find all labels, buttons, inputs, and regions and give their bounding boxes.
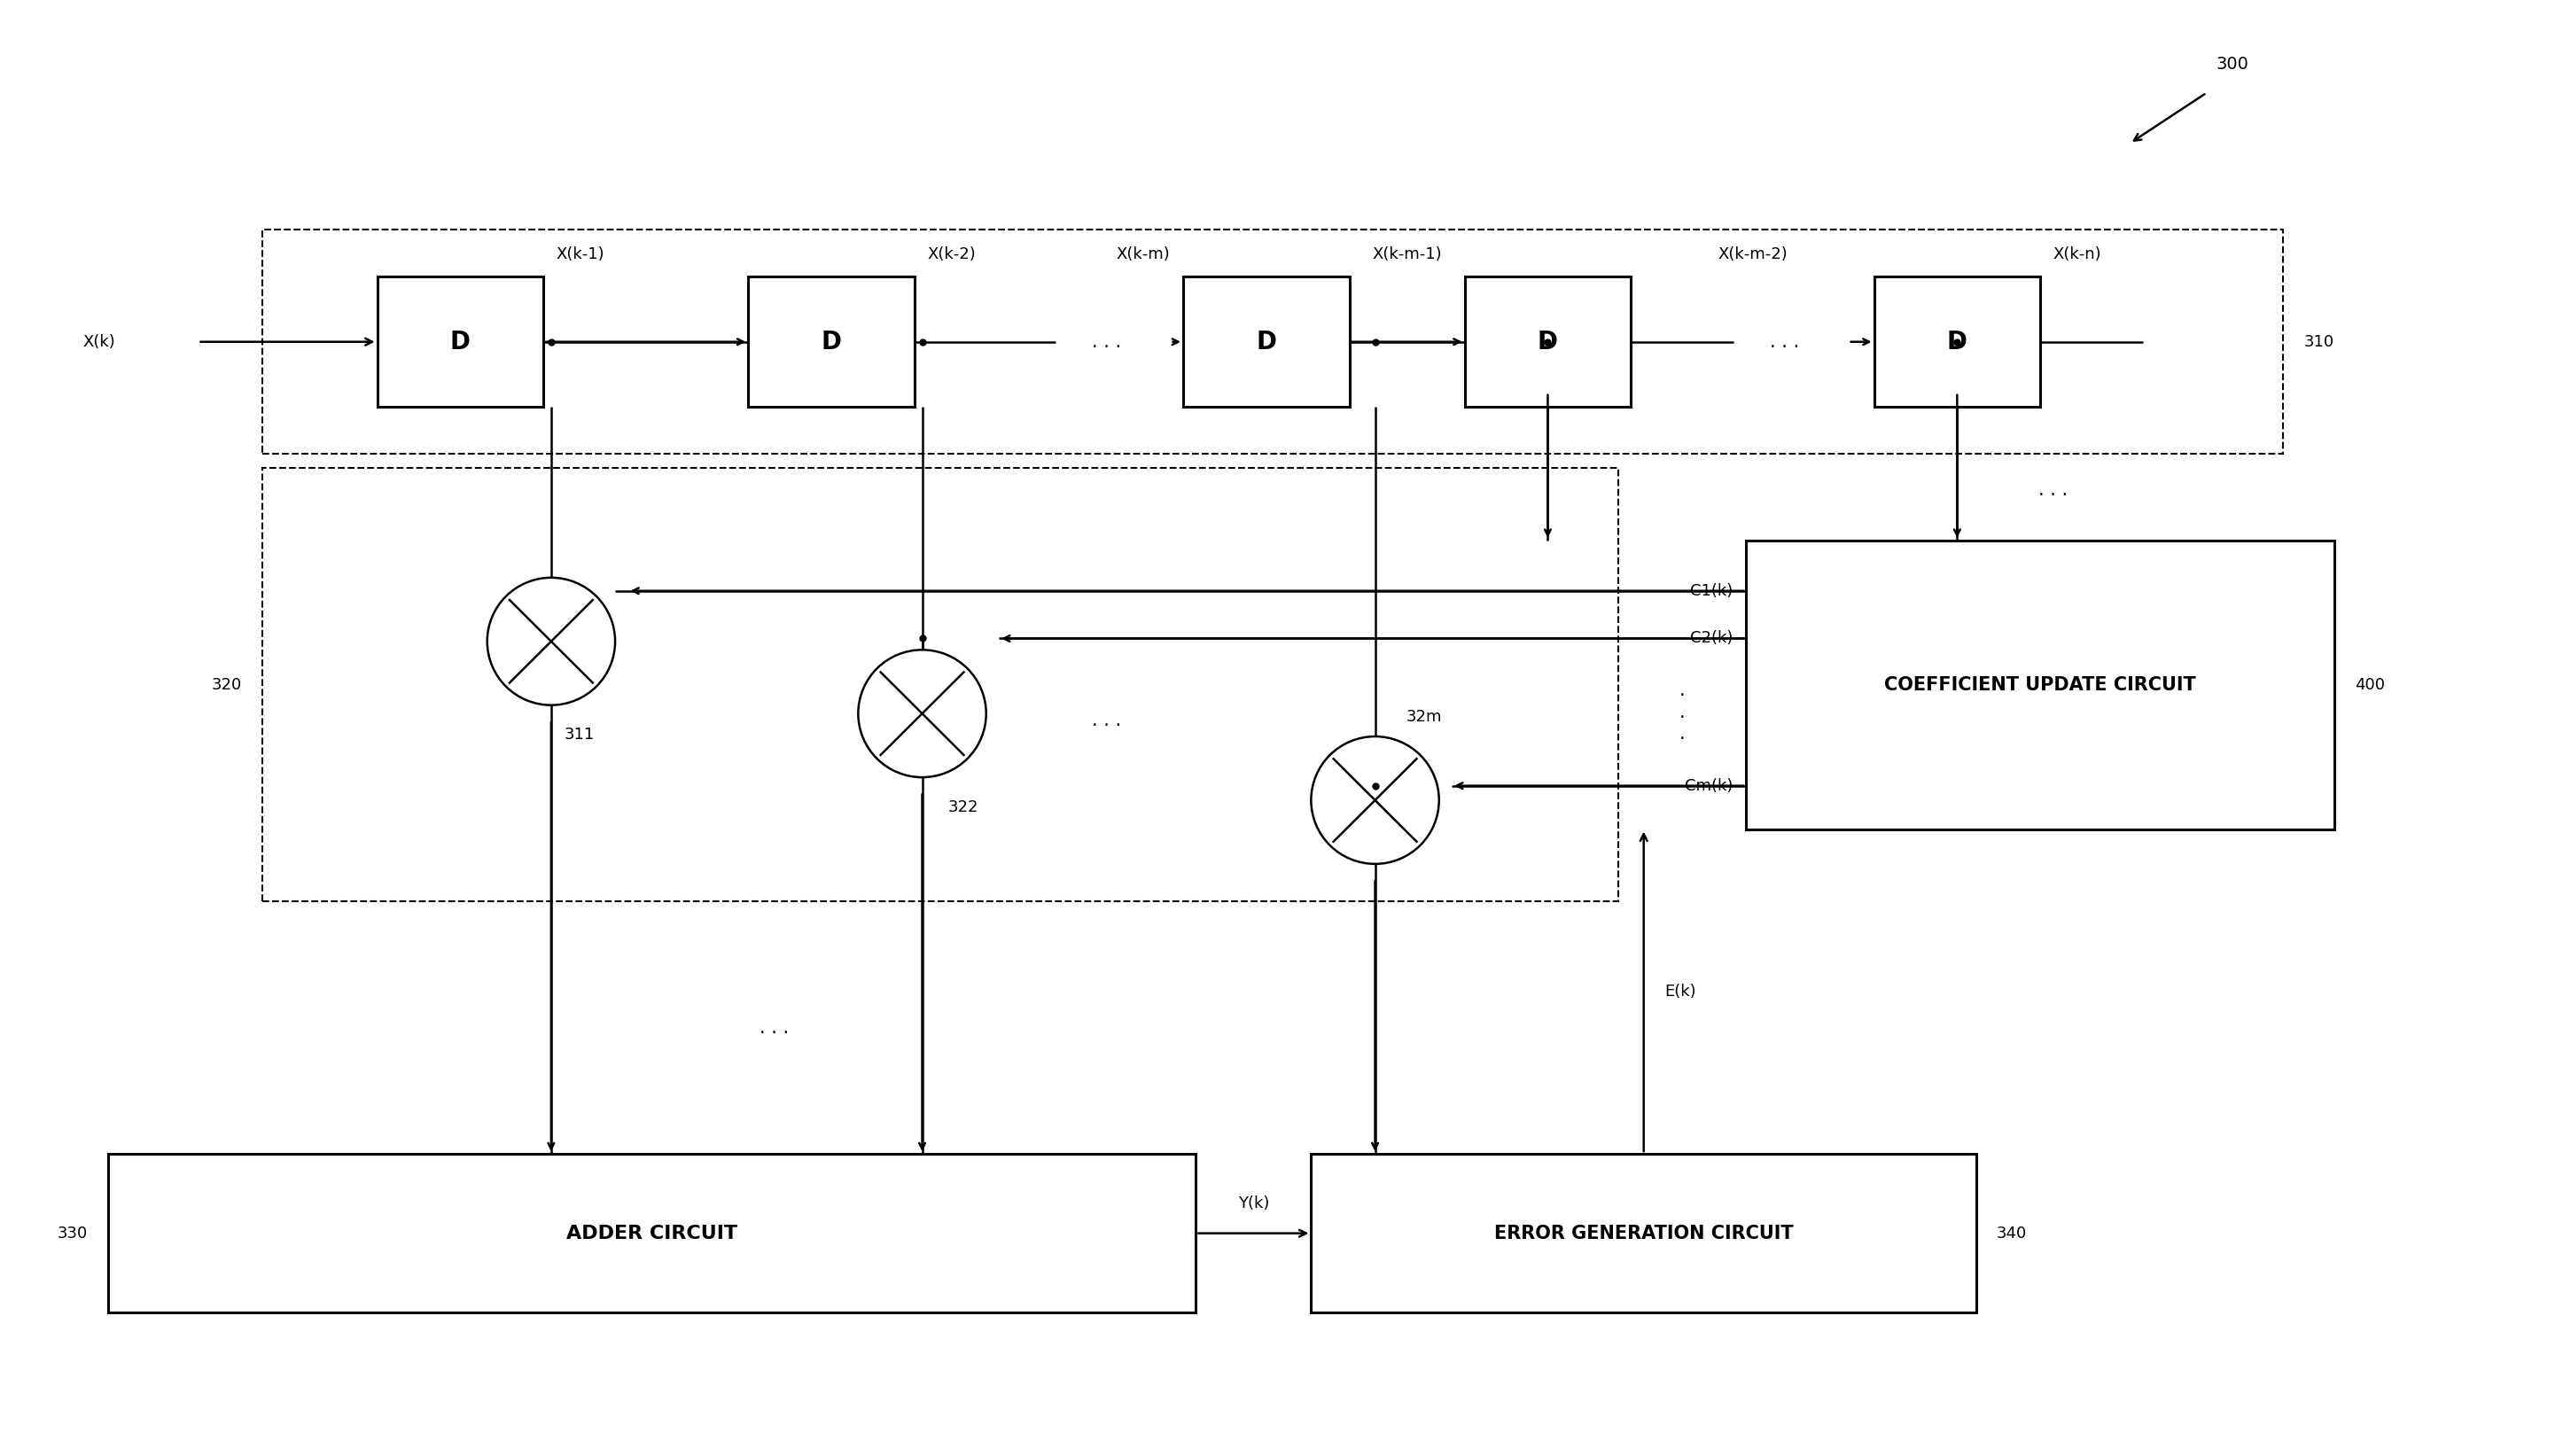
Bar: [108, 1155, 1196, 1313]
Text: Cm(k): Cm(k): [1684, 778, 1733, 794]
Text: 320: 320: [211, 677, 242, 693]
Text: D: D: [1946, 329, 1967, 354]
Ellipse shape: [1311, 737, 1440, 863]
Text: 311: 311: [563, 727, 594, 743]
Text: 330: 330: [57, 1226, 87, 1242]
Bar: [1874, 277, 2041, 406]
Text: X(k-n): X(k-n): [2054, 246, 2101, 262]
Bar: [262, 469, 1617, 901]
Text: .: .: [1679, 703, 1684, 721]
Text: . . .: . . .: [758, 1019, 789, 1037]
Bar: [262, 230, 2283, 454]
Bar: [1183, 277, 1350, 406]
Text: ERROR GENERATION CIRCUIT: ERROR GENERATION CIRCUIT: [1494, 1224, 1795, 1242]
Text: D: D: [450, 329, 470, 354]
Text: 400: 400: [2355, 677, 2386, 693]
Text: . . .: . . .: [1093, 333, 1121, 351]
Text: C2(k): C2(k): [1689, 630, 1733, 646]
Text: X(k-m-2): X(k-m-2): [1717, 246, 1787, 262]
Text: D: D: [1537, 329, 1558, 354]
Text: 340: 340: [1998, 1226, 2026, 1242]
Bar: [1746, 540, 2334, 828]
Text: D: D: [1257, 329, 1278, 354]
Text: .: .: [1679, 681, 1684, 699]
Ellipse shape: [486, 578, 614, 705]
Text: .: .: [1679, 725, 1684, 743]
Text: E(k): E(k): [1663, 983, 1697, 999]
Bar: [1311, 1155, 1977, 1313]
Text: 322: 322: [949, 799, 980, 815]
Text: . . .: . . .: [2039, 480, 2067, 498]
Bar: [378, 277, 542, 406]
Ellipse shape: [859, 649, 987, 778]
Text: X(k-m-1): X(k-m-1): [1373, 246, 1442, 262]
Text: C1(k): C1(k): [1692, 582, 1733, 598]
Text: . . .: . . .: [1769, 333, 1800, 351]
Bar: [748, 277, 915, 406]
Text: X(k-1): X(k-1): [555, 246, 604, 262]
Text: COEFFICIENT UPDATE CIRCUIT: COEFFICIENT UPDATE CIRCUIT: [1885, 676, 2196, 693]
Bar: [1465, 277, 1630, 406]
Text: X(k-m): X(k-m): [1116, 246, 1170, 262]
Text: X(k-2): X(k-2): [928, 246, 977, 262]
Text: 32m: 32m: [1406, 709, 1442, 725]
Text: ADDER CIRCUIT: ADDER CIRCUIT: [566, 1224, 738, 1242]
Text: Y(k): Y(k): [1237, 1195, 1270, 1211]
Text: . . .: . . .: [1093, 712, 1121, 729]
Text: 300: 300: [2216, 55, 2250, 73]
Text: 310: 310: [2304, 333, 2334, 349]
Text: D: D: [820, 329, 841, 354]
Text: X(k): X(k): [82, 333, 116, 349]
